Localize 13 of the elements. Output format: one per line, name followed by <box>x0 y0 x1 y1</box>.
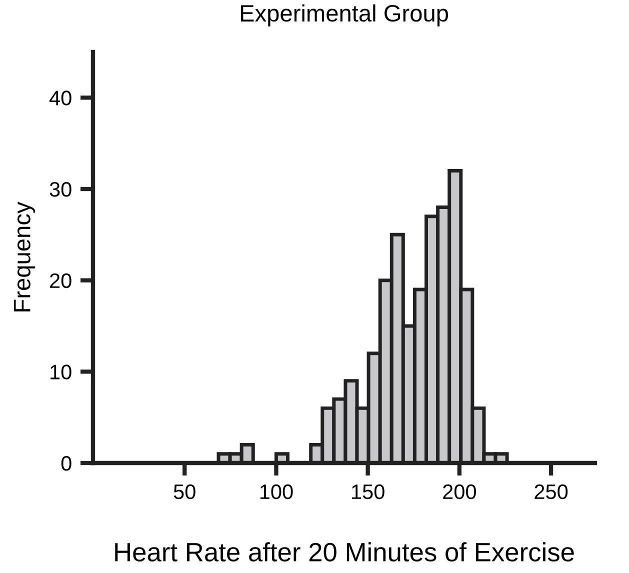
y-tick-label: 20 <box>50 273 72 288</box>
chart-title: Experimental Group <box>240 4 448 26</box>
y-axis-title: Frequency <box>14 202 36 312</box>
y-tick-label: 10 <box>50 364 72 380</box>
y-tick-label: 30 <box>50 182 72 197</box>
y-tick-label: 0 <box>61 456 72 471</box>
x-tick-label: 100 <box>260 484 293 500</box>
x-tick-label: 200 <box>443 484 476 500</box>
x-tick-label: 150 <box>352 484 384 500</box>
x-axis-title: Heart Rate after 20 Minutes of Exercise <box>115 542 574 562</box>
y-tick-label: 40 <box>49 90 72 106</box>
x-tick-label: 50 <box>174 484 196 500</box>
x-tick-label: 250 <box>534 484 568 500</box>
